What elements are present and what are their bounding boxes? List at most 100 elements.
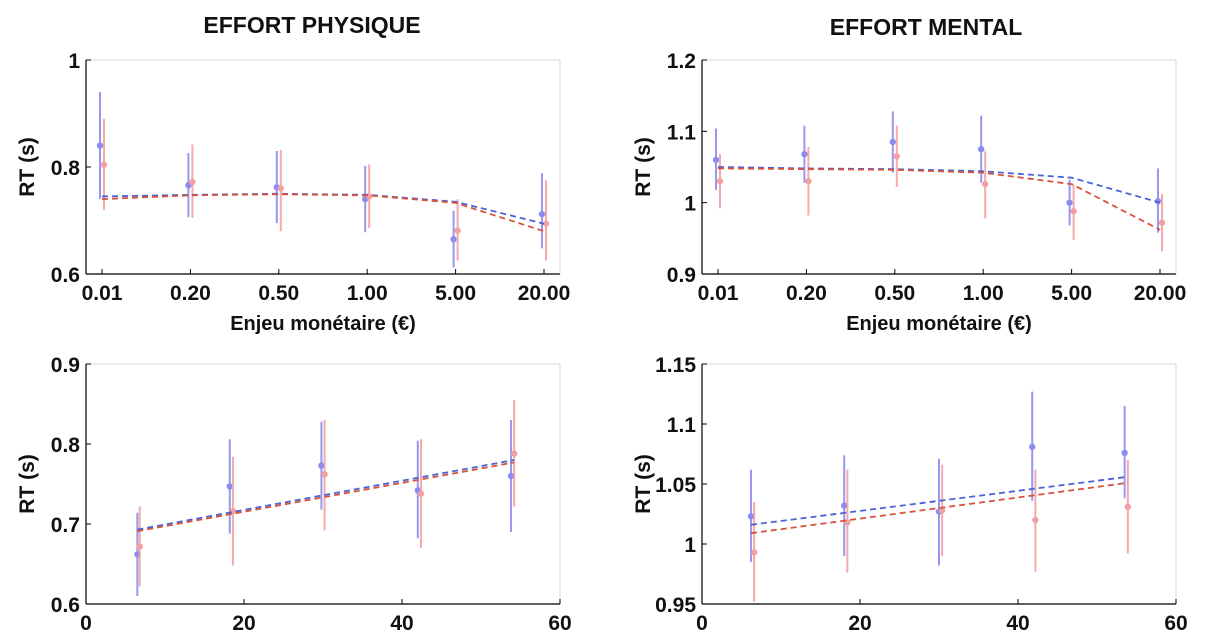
y-tick-label: 1.1 bbox=[667, 121, 697, 144]
y-tick-label: 0.9 bbox=[51, 354, 80, 377]
fit-line-2 bbox=[750, 481, 1128, 535]
data-point bbox=[318, 462, 325, 469]
fit-line-1 bbox=[717, 166, 1161, 204]
x-tick-label: 60 bbox=[548, 612, 571, 635]
x-tick-label: 20 bbox=[232, 612, 255, 635]
data-point bbox=[1070, 208, 1077, 215]
fit-line-1 bbox=[750, 475, 1128, 526]
series-1 bbox=[712, 111, 1162, 233]
x-tick-label: 40 bbox=[390, 612, 413, 635]
series-1 bbox=[134, 420, 515, 596]
data-point bbox=[1158, 219, 1166, 226]
series-2 bbox=[750, 460, 1132, 602]
x-tick-label: 1.00 bbox=[347, 282, 388, 305]
series-1 bbox=[747, 391, 1128, 566]
plot-area bbox=[96, 92, 550, 268]
data-point bbox=[750, 549, 758, 556]
y-tick-label: 1.15 bbox=[655, 354, 696, 377]
data-point bbox=[417, 490, 425, 497]
data-point bbox=[189, 178, 196, 186]
data-point bbox=[889, 138, 896, 146]
data-point bbox=[893, 153, 900, 160]
x-tick-label: 5.00 bbox=[1051, 282, 1092, 305]
data-point bbox=[1066, 199, 1073, 206]
x-axis-label: Enjeu monétaire (€) bbox=[846, 313, 1032, 335]
data-point bbox=[538, 210, 546, 218]
y-tick-label: 0.7 bbox=[51, 514, 80, 537]
y-tick-label: 1.2 bbox=[667, 50, 696, 73]
data-point bbox=[277, 185, 284, 192]
data-point bbox=[226, 483, 233, 490]
x-tick-label: 5.00 bbox=[435, 282, 476, 305]
plot-area bbox=[747, 391, 1132, 602]
panel-physique-enjeu: 0.6 0.8 1 0.01 0.20 0.50 1.00 5.00 20.00 Enjeu mo… bbox=[16, 50, 570, 335]
column-title-mental: EFFORT MENTAL bbox=[829, 14, 1023, 40]
y-tick-label: 0.8 bbox=[51, 157, 81, 180]
y-tick-label: 0.9 bbox=[667, 264, 696, 287]
y-tick-label: 0.8 bbox=[51, 434, 81, 457]
x-tick-label: 0 bbox=[696, 612, 708, 635]
data-point bbox=[982, 180, 989, 188]
panel-physique-essai: 0.60.70.80.90204060Numéro d'essaiRT (s) bbox=[16, 354, 572, 635]
data-point bbox=[801, 150, 808, 158]
fit-line-1 bbox=[101, 192, 545, 225]
x-tick-label: 20 bbox=[848, 612, 871, 635]
x-tick-label: 0.50 bbox=[874, 282, 915, 305]
y-tick-label: 0.95 bbox=[655, 594, 696, 617]
data-point bbox=[136, 543, 143, 550]
data-point bbox=[805, 178, 812, 185]
y-tick-label: 1 bbox=[684, 534, 696, 557]
data-point bbox=[716, 178, 724, 185]
data-point bbox=[938, 507, 946, 514]
y-tick-label: 1 bbox=[68, 50, 80, 73]
x-tick-label: 0.01 bbox=[698, 282, 739, 305]
data-point bbox=[96, 142, 104, 149]
y-axis-label: RT (s) bbox=[16, 137, 39, 197]
y-tick-label: 0.6 bbox=[51, 594, 80, 617]
x-tick-label: 40 bbox=[1006, 612, 1029, 635]
data-point bbox=[1029, 443, 1036, 450]
data-point bbox=[1121, 449, 1128, 456]
data-point bbox=[507, 472, 515, 480]
data-point bbox=[841, 502, 848, 509]
x-axis-label: Enjeu monétaire (€) bbox=[230, 313, 416, 335]
x-tick-label: 1.00 bbox=[963, 282, 1004, 305]
y-tick-label: 1.1 bbox=[667, 414, 697, 437]
x-tick-label: 0 bbox=[80, 612, 92, 635]
series-1 bbox=[96, 92, 546, 268]
x-tick-label: 0.20 bbox=[786, 282, 827, 305]
data-point bbox=[450, 236, 457, 243]
column-title-physique: EFFORT PHYSIQUE bbox=[203, 12, 421, 38]
data-point bbox=[454, 227, 461, 234]
x-tick-label: 0.20 bbox=[170, 282, 211, 305]
plot-area bbox=[134, 400, 518, 596]
series-2 bbox=[136, 400, 518, 587]
y-axis-label: RT (s) bbox=[632, 137, 655, 197]
data-point bbox=[1032, 516, 1039, 524]
x-tick-label: 20.00 bbox=[1134, 282, 1187, 305]
data-point bbox=[1124, 503, 1132, 510]
series-2 bbox=[716, 125, 1166, 252]
y-axis-label: RT (s) bbox=[16, 454, 39, 514]
data-point bbox=[712, 156, 720, 164]
y-tick-label: 1 bbox=[684, 193, 696, 216]
x-tick-label: 20.00 bbox=[518, 282, 571, 305]
fit-line-2 bbox=[137, 461, 515, 533]
fit-line-2 bbox=[717, 167, 1161, 231]
data-point bbox=[100, 161, 108, 169]
y-axis-label: RT (s) bbox=[632, 454, 655, 514]
data-point bbox=[978, 145, 985, 153]
data-point bbox=[542, 220, 550, 227]
plot-area bbox=[712, 111, 1166, 252]
series-2 bbox=[100, 118, 550, 261]
x-tick-label: 0.50 bbox=[258, 282, 299, 305]
x-tick-label: 0.01 bbox=[82, 282, 123, 305]
y-tick-label: 1.05 bbox=[655, 474, 696, 497]
fit-line-1 bbox=[137, 459, 515, 531]
x-tick-label: 60 bbox=[1164, 612, 1187, 635]
data-point bbox=[321, 471, 328, 478]
data-point bbox=[747, 513, 755, 520]
